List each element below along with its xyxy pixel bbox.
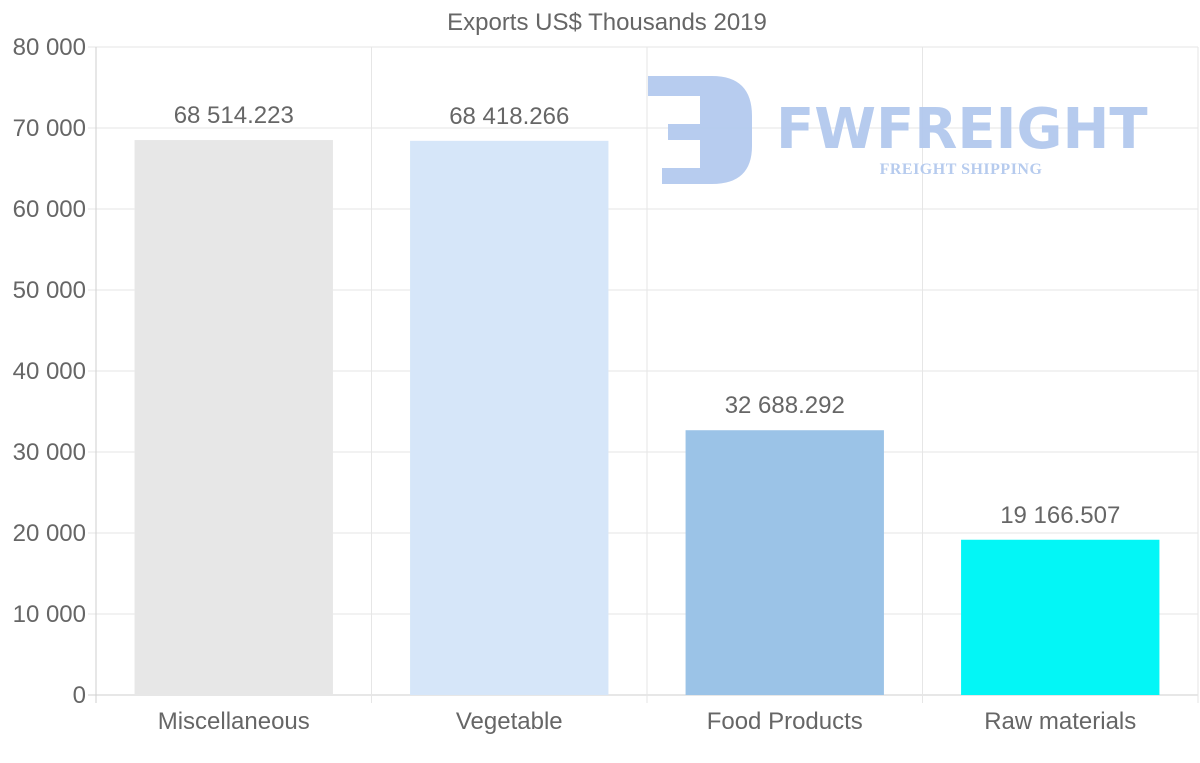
y-axis: 0 10 000 20 000 30 000 40 000 50 000 60 000 70 … [13, 34, 86, 709]
bars [134, 140, 1160, 696]
y-tick-label: 80 000 [13, 34, 86, 61]
chart-title: Exports US$ Thousands 2019 [447, 9, 767, 36]
bar-value-label: 68 418.266 [449, 103, 569, 130]
x-axis: Miscellaneous Vegetable Food Products Raw m… [158, 708, 1137, 735]
x-tick-label: Miscellaneous [158, 708, 310, 735]
bar [685, 430, 884, 695]
watermark-logo: FWFREIGHT FREIGHT SHIPPING [648, 76, 1148, 184]
watermark-brand: FWFREIGHT [776, 97, 1148, 162]
y-tick-label: 40 000 [13, 358, 86, 385]
x-tick-label: Vegetable [456, 708, 563, 735]
bar-value-label: 19 166.507 [1000, 502, 1120, 529]
x-tick-label: Food Products [707, 708, 863, 735]
bar [410, 140, 609, 696]
y-tick-label: 20 000 [13, 520, 86, 547]
fwfreight-logo-icon [648, 76, 752, 184]
bar [961, 539, 1160, 695]
bar-value-label: 32 688.292 [725, 392, 845, 419]
y-tick-label: 70 000 [13, 115, 86, 142]
y-tick-label: 60 000 [13, 196, 86, 223]
y-tick-label: 30 000 [13, 439, 86, 466]
y-tick-label: 50 000 [13, 277, 86, 304]
y-tick-label: 10 000 [13, 601, 86, 628]
watermark-tagline: FREIGHT SHIPPING [880, 161, 1043, 178]
bar [134, 140, 333, 695]
value-labels: 68 514.223 68 418.266 32 688.292 19 166.507 [174, 102, 1121, 529]
x-tick-label: Raw materials [984, 708, 1136, 735]
y-tick-label: 0 [73, 682, 86, 709]
bar-value-label: 68 514.223 [174, 102, 294, 129]
